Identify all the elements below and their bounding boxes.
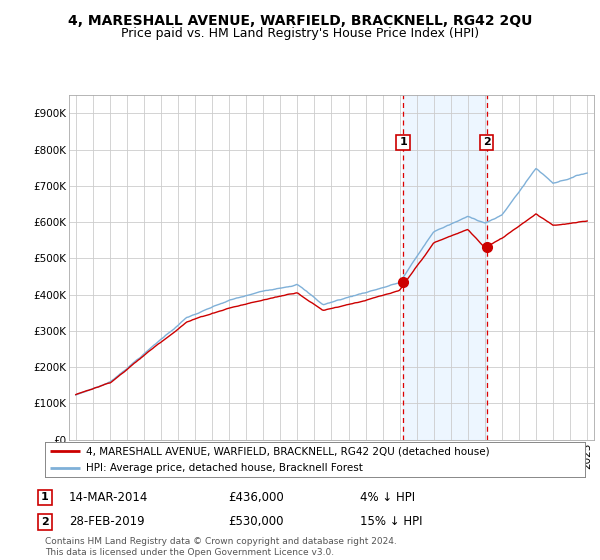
Text: 1: 1: [399, 137, 407, 147]
Bar: [403, 95, 487, 440]
Text: 2: 2: [483, 137, 490, 147]
Text: 4, MARESHALL AVENUE, WARFIELD, BRACKNELL, RG42 2QU: 4, MARESHALL AVENUE, WARFIELD, BRACKNELL…: [68, 14, 532, 28]
Text: Price paid vs. HM Land Registry's House Price Index (HPI): Price paid vs. HM Land Registry's House …: [121, 27, 479, 40]
Text: £436,000: £436,000: [228, 491, 284, 504]
Text: Contains HM Land Registry data © Crown copyright and database right 2024.
This d: Contains HM Land Registry data © Crown c…: [45, 537, 397, 557]
Text: 15% ↓ HPI: 15% ↓ HPI: [360, 515, 422, 529]
Text: 4, MARESHALL AVENUE, WARFIELD, BRACKNELL, RG42 2QU (detached house): 4, MARESHALL AVENUE, WARFIELD, BRACKNELL…: [86, 446, 489, 456]
Text: 14-MAR-2014: 14-MAR-2014: [69, 491, 148, 504]
Text: £530,000: £530,000: [228, 515, 284, 529]
Text: 28-FEB-2019: 28-FEB-2019: [69, 515, 145, 529]
Text: 4% ↓ HPI: 4% ↓ HPI: [360, 491, 415, 504]
Text: HPI: Average price, detached house, Bracknell Forest: HPI: Average price, detached house, Brac…: [86, 464, 362, 473]
Text: 1: 1: [41, 492, 49, 502]
Text: 2: 2: [41, 517, 49, 527]
